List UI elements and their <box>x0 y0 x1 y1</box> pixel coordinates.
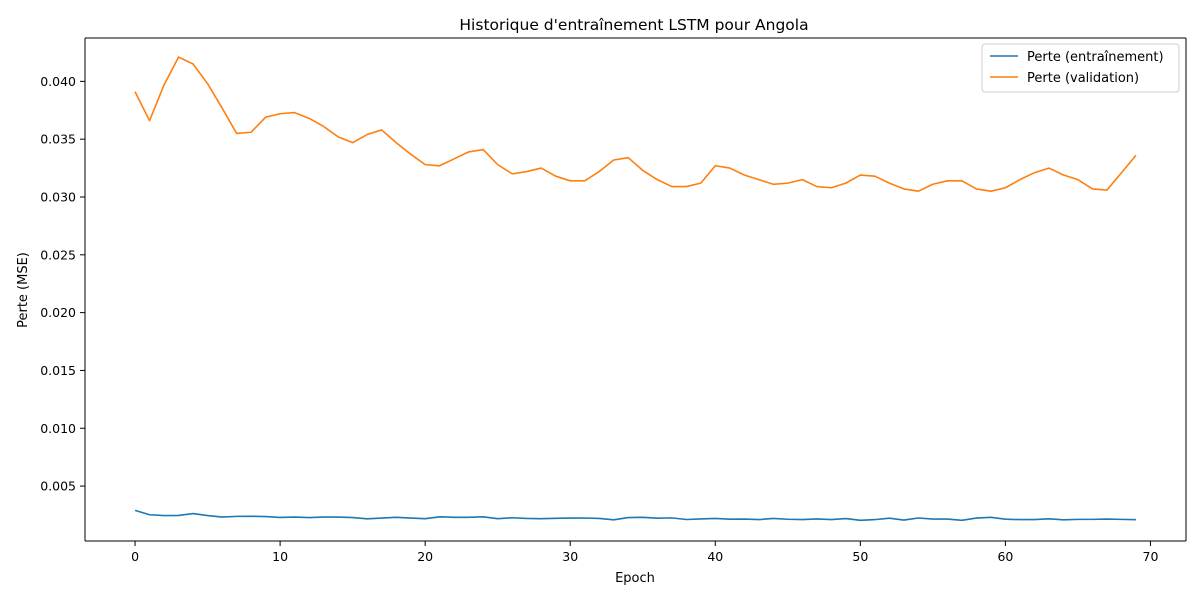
x-tick-label: 10 <box>272 549 288 564</box>
y-tick-label: 0.025 <box>40 247 76 262</box>
x-ticks: 0 10 20 30 40 50 60 70 <box>131 541 1158 564</box>
legend-box <box>981 43 1180 93</box>
y-ticks: 0.005 0.010 0.015 0.020 0.025 0.030 0.035 0.040 <box>40 74 85 494</box>
legend-label-train: Perte (entraînement) <box>1027 50 1164 65</box>
series-line-validation <box>134 56 1137 193</box>
series-layer <box>134 56 1137 522</box>
series-line-train <box>134 509 1136 522</box>
chart-title: Historique d'entraînement LSTM pour Ango… <box>459 16 808 34</box>
x-tick-label: 60 <box>997 549 1013 564</box>
y-tick-label: 0.020 <box>40 305 76 320</box>
x-tick-label: 70 <box>1143 549 1159 564</box>
y-axis-label: Perte (MSE) <box>16 252 31 328</box>
y-tick-label: 0.010 <box>40 421 76 436</box>
x-tick-label: 20 <box>417 549 433 564</box>
legend-label-validation: Perte (validation) <box>1027 71 1139 86</box>
y-tick-label: 0.030 <box>40 189 76 204</box>
y-tick-label: 0.035 <box>40 132 76 147</box>
axes-layer <box>84 37 1187 542</box>
plot-area <box>85 38 1186 541</box>
y-tick-label: 0.040 <box>40 74 76 89</box>
y-tick-label: 0.015 <box>40 363 76 378</box>
x-axis-label: Epoch <box>615 571 655 586</box>
legend: Perte (entraînement) Perte (validation) <box>981 43 1180 93</box>
x-tick-label: 40 <box>707 549 723 564</box>
x-tick-label: 0 <box>131 549 139 564</box>
x-tick-label: 30 <box>562 549 578 564</box>
x-tick-label: 50 <box>852 549 868 564</box>
plot-background <box>85 38 1186 541</box>
y-tick-label: 0.005 <box>40 479 76 494</box>
